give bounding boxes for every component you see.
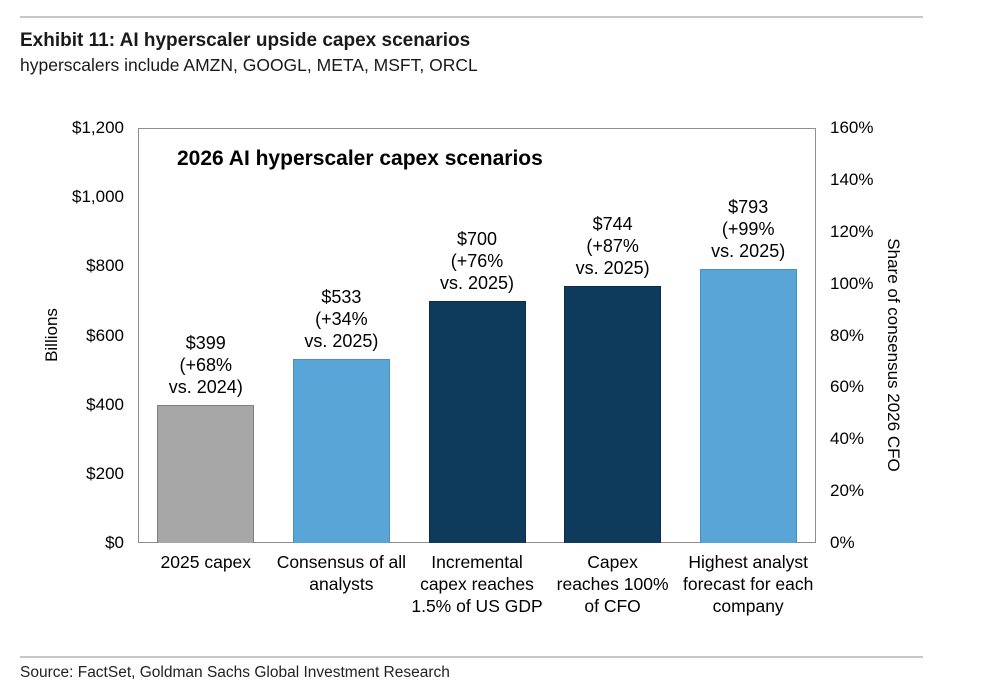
left-ticks-label: $0 xyxy=(105,533,124,552)
left-ticks-label: $200 xyxy=(86,463,124,483)
bar-5 xyxy=(699,268,797,543)
bar-2 xyxy=(292,358,390,543)
bar-4 xyxy=(564,285,662,543)
category-label-3: Incremental capex reaches 1.5% of US GDP xyxy=(411,552,543,616)
chart-title: 2026 AI hyperscaler capex scenarios xyxy=(177,147,543,170)
right-ticks-label: 100% xyxy=(830,273,874,293)
right-ticks-label: 40% xyxy=(830,429,865,449)
right-ticks-label: 160% xyxy=(830,118,874,137)
left-ticks-label: $400 xyxy=(86,394,124,414)
category-label-5: Highest analyst forecast for each compan… xyxy=(683,552,814,616)
exhibit-title: Exhibit 11: AI hyperscaler upside capex … xyxy=(20,30,471,51)
right-ticks-label: 60% xyxy=(830,377,865,397)
source-line: Source: FactSet, Goldman Sachs Global In… xyxy=(20,664,450,681)
bar-value-label-2: $533 (+34% vs. 2025) xyxy=(304,286,379,351)
category-label-4: Capex reaches 100% of CFO xyxy=(556,552,669,616)
top-divider xyxy=(20,16,923,18)
exhibit-subtitle: hyperscalers include AMZN, GOOGL, META, … xyxy=(20,55,478,75)
left-ticks-label: $600 xyxy=(86,325,124,345)
left-ticks-label: $1,200 xyxy=(72,118,124,137)
right-ticks-label: 140% xyxy=(830,169,874,189)
bottom-divider xyxy=(20,656,923,658)
right-ticks-label: 20% xyxy=(830,481,865,501)
right-ticks-label: 120% xyxy=(830,221,874,241)
category-label-1: 2025 capex xyxy=(160,552,252,572)
right-ticks-label: 0% xyxy=(830,533,855,552)
category-label-2: Consensus of all analysts xyxy=(276,552,407,594)
bar-value-label-4: $744 (+87% vs. 2025) xyxy=(575,213,650,278)
bar-3 xyxy=(428,300,526,543)
bar-1 xyxy=(157,405,255,543)
bar-value-label-5: $793 (+99% vs. 2025) xyxy=(711,196,786,261)
bar-value-label-3: $700 (+76% vs. 2025) xyxy=(439,228,515,293)
left-ticks-label: $1,000 xyxy=(72,187,124,207)
left-ticks-label: $800 xyxy=(86,256,124,276)
right-axis-title: Share of consensus 2026 CFO xyxy=(884,238,903,472)
right-ticks-label: 80% xyxy=(830,325,865,345)
bar-value-label-1: $399 (+68% vs. 2024) xyxy=(168,333,243,397)
